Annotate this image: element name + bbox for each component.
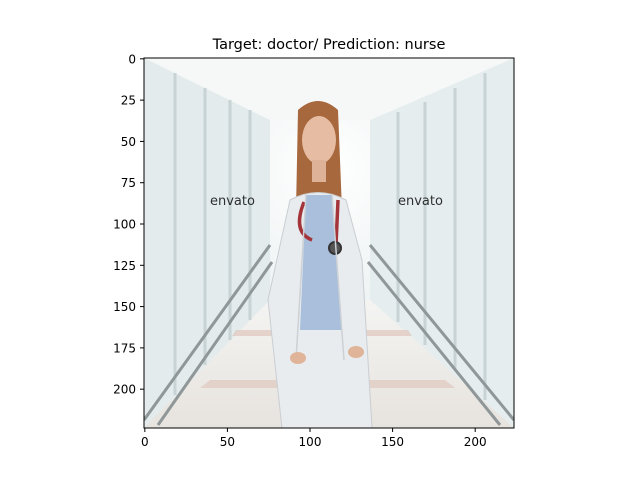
hand-left [290,352,306,364]
hand-right [348,346,364,358]
corridor-right-wall [370,58,514,428]
watermark-right: envato [398,194,443,209]
coat-lapel-right [331,194,345,361]
x-tick-label: 0 [141,435,149,449]
x-tick-label: 200 [464,435,487,449]
watermarks: envato envato [210,194,443,209]
left-window-mullions [173,73,252,395]
y-tick-label: 25 [121,94,136,108]
y-tick-label: 200 [113,383,136,397]
coat-lapel-left [295,194,307,361]
x-axis: 0 50 100 150 200 [141,428,487,449]
x-tick-label: 100 [299,435,322,449]
blue-shirt [300,195,342,330]
y-tick-label: 75 [121,176,136,190]
stethoscope [297,199,340,246]
axes-frame [143,57,515,429]
image-content: envato envato [144,58,514,428]
right-window-mullions [396,73,487,400]
watermark-left: envato [210,194,255,209]
x-tick-label: 50 [220,435,235,449]
y-tick-label: 175 [113,341,136,355]
y-tick-label: 50 [121,135,136,149]
neck [312,160,326,182]
corridor-ceiling [144,58,514,120]
face [302,116,336,164]
y-tick-label: 0 [128,52,136,66]
y-tick-label: 100 [113,218,136,232]
handrails [144,244,514,426]
y-tick-label: 125 [113,259,136,273]
chart-title: Target: doctor/ Prediction: nurse [212,37,446,53]
person [267,101,373,428]
y-tick-label: 150 [113,300,136,314]
x-tick-label: 150 [381,435,404,449]
y-axis: 0 25 50 75 100 125 150 175 200 [113,52,144,397]
